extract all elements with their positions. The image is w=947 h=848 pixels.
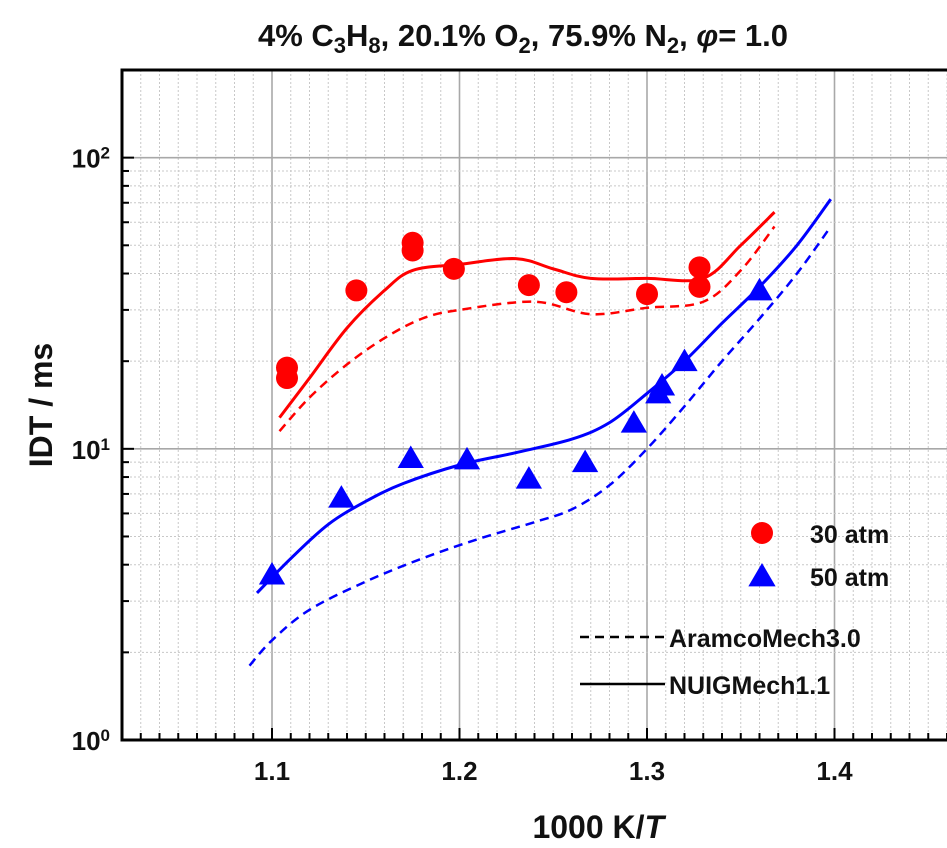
legend-marker-circle bbox=[751, 522, 773, 544]
data-point-50atm bbox=[258, 562, 286, 585]
data-point-50atm bbox=[397, 445, 424, 469]
data-point-50atm bbox=[453, 446, 481, 470]
nuig-line-50atm bbox=[255, 198, 832, 594]
data-point-50atm bbox=[572, 449, 599, 473]
chart-title: 4% C3H8, 20.1% O2, 75.9% N2, φ= 1.0 bbox=[258, 18, 788, 58]
data-point-30atm bbox=[276, 367, 298, 390]
data-point-30atm bbox=[688, 275, 711, 298]
data-point-50atm bbox=[671, 348, 698, 372]
x-tick-label: 1.4 bbox=[816, 756, 853, 786]
data-point-50atm bbox=[515, 466, 542, 489]
legend-label: 30 atm bbox=[810, 521, 889, 549]
x-tick-label: 1.3 bbox=[629, 756, 665, 786]
data-point-30atm bbox=[442, 257, 465, 280]
aramco-line-30atm bbox=[278, 225, 776, 432]
legend-label: AramcoMech3.0 bbox=[669, 625, 861, 653]
title-part: H bbox=[346, 18, 368, 53]
title-part: φ bbox=[696, 18, 718, 53]
legend-label: 50 atm bbox=[810, 564, 889, 592]
data-point-30atm bbox=[555, 281, 578, 304]
title-part: 8 bbox=[368, 33, 380, 58]
x-tick-label: 1.2 bbox=[441, 756, 477, 786]
y-tick-label: 102 bbox=[72, 143, 110, 174]
x-axis-label: 1000 K/T bbox=[532, 809, 666, 845]
title-part: = 1.0 bbox=[718, 18, 788, 53]
series-layer bbox=[248, 198, 832, 667]
legend-label: NUIGMech1.1 bbox=[669, 672, 830, 700]
data-point-50atm bbox=[648, 373, 676, 396]
data-point-50atm bbox=[620, 410, 647, 433]
data-point-30atm bbox=[517, 274, 540, 297]
title-part: 2 bbox=[519, 33, 531, 58]
x-tick-label: 1.1 bbox=[254, 756, 290, 786]
data-point-30atm bbox=[688, 256, 711, 279]
title-part: 2 bbox=[667, 33, 679, 58]
title-part: 4% C bbox=[258, 18, 334, 53]
legend: 30 atm 50 atm AramcoMech3.0 NUIGMech1.1 bbox=[580, 521, 889, 700]
title-part: , bbox=[679, 18, 696, 53]
data-point-30atm bbox=[636, 283, 658, 306]
y-tick-label: 101 bbox=[72, 434, 110, 465]
y-axis-label: IDT / ms bbox=[23, 343, 59, 467]
aramco-line-50atm bbox=[248, 225, 832, 667]
data-point-50atm bbox=[746, 277, 773, 301]
title-part: 3 bbox=[334, 33, 346, 58]
data-point-30atm bbox=[345, 279, 368, 302]
legend-marker-triangle bbox=[748, 563, 776, 587]
data-point-50atm bbox=[328, 485, 355, 508]
title-part: , 75.9% N bbox=[531, 18, 667, 53]
plot-frame bbox=[120, 68, 947, 742]
title-part: , 20.1% O bbox=[381, 18, 519, 53]
data-point-30atm bbox=[401, 239, 424, 262]
y-tick-label: 100 bbox=[72, 726, 110, 757]
axis-ticks: 1.1 1.2 1.3 1.4 100 101 102 bbox=[72, 69, 947, 786]
